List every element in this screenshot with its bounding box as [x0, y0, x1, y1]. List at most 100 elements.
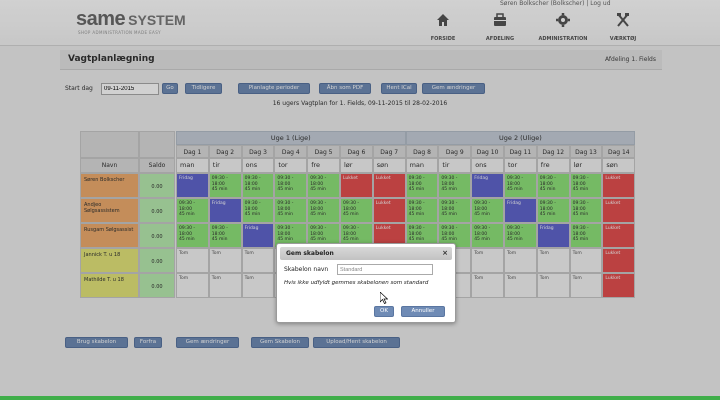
shift-cell[interactable]: 09:30 -18:00 45 min — [241, 198, 275, 223]
shift-time: 09:30 - — [343, 201, 360, 206]
shift-cell[interactable]: 09:30 -18:00 45 min — [536, 198, 570, 223]
shift-cell[interactable]: 09:30 -18:00 45 min — [438, 173, 472, 198]
shift-time: 45 min — [277, 212, 294, 217]
nav-forside[interactable]: FORSIDE — [418, 12, 468, 42]
save-changes-button[interactable]: Gem ændringer — [422, 83, 485, 94]
upload-template-button[interactable]: Upload/Hent skabelon — [313, 337, 400, 348]
day-header: Dag 9 — [438, 145, 472, 158]
shift-cell[interactable]: Tom — [176, 248, 209, 273]
shift-cell[interactable]: Tom — [536, 248, 570, 273]
logo[interactable]: same SYSTEM — [76, 8, 186, 30]
shift-cell[interactable]: 09:30 -18:00 45 min — [340, 198, 373, 223]
shift-cell[interactable]: Tom — [241, 273, 275, 298]
shift-cell[interactable]: 09:30 -18:00 45 min — [569, 173, 603, 198]
shift-cell[interactable]: 09:30 -18:00 45 min — [405, 198, 439, 223]
shift-cell[interactable]: Tom — [208, 273, 242, 298]
planned-periods-button[interactable]: Planlagte perioder — [238, 83, 310, 94]
employee-name[interactable]: Mathilde T. u 18 — [80, 273, 139, 298]
nav-afdeling[interactable]: AFDELING — [475, 12, 525, 42]
shift-cell[interactable]: Fridag — [504, 198, 537, 223]
shift-time: 45 min — [179, 212, 195, 217]
shift-time: 09:30 - — [211, 176, 228, 181]
close-icon[interactable]: × — [442, 249, 448, 257]
cancel-button[interactable]: Annuller — [401, 306, 445, 317]
shift-cell[interactable]: 09:30 -18:00 45 min — [471, 198, 504, 223]
shift-cell[interactable]: 09:30 -18:00 45 min — [569, 198, 603, 223]
shift-time: 09:30 - — [244, 201, 261, 206]
shift-cell[interactable]: Fridag — [536, 223, 570, 248]
shift-cell[interactable]: 09:30 -18:00 45 min — [504, 223, 537, 248]
shift-cell[interactable]: Lukket — [602, 248, 636, 273]
footer-bar — [0, 396, 720, 400]
shift-cell[interactable]: Tom — [569, 248, 603, 273]
shift-cell[interactable]: Tom — [208, 248, 242, 273]
shift-cell[interactable]: Lukket — [602, 273, 636, 298]
refresh-button[interactable]: Forfra — [134, 337, 162, 348]
shift-time: 45 min — [474, 237, 490, 242]
shift-cell[interactable]: Tom — [241, 248, 275, 273]
header-spacer — [80, 131, 139, 158]
shift-cell[interactable]: 09:30 -18:00 45 min — [176, 198, 209, 223]
open-pdf-button[interactable]: Åbn som PDF — [319, 83, 371, 94]
employee-name[interactable]: Andjeo Sølgsassistem — [80, 198, 139, 223]
shift-cell[interactable]: 09:30 -18:00 45 min — [307, 198, 340, 223]
shift-cell[interactable]: 09:30 -18:00 45 min — [438, 198, 472, 223]
shift-time: 18:00 — [310, 231, 324, 237]
ok-button[interactable]: OK — [374, 306, 394, 317]
shift-cell[interactable]: 09:30 -18:00 45 min — [176, 223, 209, 248]
template-name-input[interactable] — [337, 264, 433, 275]
shift-cell[interactable]: 09:30 -18:00 45 min — [274, 173, 308, 198]
go-button[interactable]: Go — [162, 83, 178, 94]
shift-time: 09:30 - — [539, 176, 556, 181]
nav-administration[interactable]: ADMINISTRATION — [538, 12, 588, 42]
header-spacer — [139, 131, 175, 158]
save-template-button[interactable]: Gem Skabelon — [251, 337, 309, 348]
shift-cell[interactable]: 09:30 -18:00 45 min — [274, 198, 308, 223]
previous-button[interactable]: Tidligere — [185, 83, 222, 94]
shift-cell[interactable]: Lukket — [602, 198, 636, 223]
shift-cell[interactable]: 09:30 -18:00 45 min — [536, 173, 570, 198]
shift-cell[interactable]: Tom — [536, 273, 570, 298]
shift-cell[interactable]: Tom — [176, 273, 209, 298]
shift-cell[interactable]: Tom — [504, 273, 537, 298]
nav-vaerktoej[interactable]: VÆRKTØJ — [598, 12, 648, 42]
dialog-header[interactable]: Gem skabelon × — [280, 247, 452, 260]
shift-cell[interactable]: Fridag — [471, 173, 504, 198]
shift-time: 09:30 - — [507, 176, 524, 181]
shift-time: 18:00 — [211, 181, 225, 187]
ical-button[interactable]: Hent ICal — [381, 83, 417, 94]
shift-cell[interactable]: 09:30 -18:00 45 min — [241, 173, 275, 198]
employee-name[interactable]: Søren Bolkscher — [80, 173, 139, 198]
shift-cell[interactable]: 09:30 -18:00 45 min — [208, 223, 242, 248]
shift-cell[interactable]: Lukket — [340, 173, 373, 198]
shift-cell[interactable]: 09:30 -18:00 45 min — [504, 173, 537, 198]
shift-cell[interactable]: Fridag — [241, 223, 275, 248]
use-template-button[interactable]: Brug skabelon — [65, 337, 128, 348]
shift-cell[interactable]: Lukket — [372, 198, 406, 223]
user-info[interactable]: Søren Bolkscher (Bolkscher) | Log ud — [500, 0, 611, 7]
shift-cell[interactable]: Tom — [569, 273, 603, 298]
shift-cell[interactable]: Tom — [471, 273, 504, 298]
weekday-header: tir — [208, 158, 242, 173]
bottom-save-changes-button[interactable]: Gem ændringer — [176, 337, 239, 348]
shift-cell[interactable]: 09:30 -18:00 45 min — [569, 223, 603, 248]
employee-name[interactable]: Jannick T. u 18 — [80, 248, 139, 273]
shift-cell[interactable]: Lukket — [602, 223, 636, 248]
shift-label: Lukket — [343, 176, 358, 181]
shift-cell[interactable]: Fridag — [176, 173, 209, 198]
shift-time: 18:00 — [277, 181, 291, 187]
shift-cell[interactable]: 09:30 -18:00 45 min — [405, 173, 439, 198]
shift-time: 18:00 — [244, 206, 258, 212]
employee-name[interactable]: Rusgam Sølgsassist — [80, 223, 139, 248]
shift-cell[interactable]: Tom — [471, 248, 504, 273]
shift-cell[interactable]: Lukket — [602, 173, 636, 198]
shift-time: 18:00 — [572, 181, 586, 187]
start-day-input[interactable] — [101, 83, 159, 95]
shift-cell[interactable]: 09:30 -18:00 45 min — [208, 173, 242, 198]
shift-time: 18:00 — [277, 231, 291, 237]
shift-cell[interactable]: Tom — [504, 248, 537, 273]
shift-cell[interactable]: Fridag — [208, 198, 242, 223]
shift-cell[interactable]: 09:30 -18:00 45 min — [471, 223, 504, 248]
shift-cell[interactable]: 09:30 -18:00 45 min — [307, 173, 340, 198]
shift-cell[interactable]: Lukket — [372, 173, 406, 198]
